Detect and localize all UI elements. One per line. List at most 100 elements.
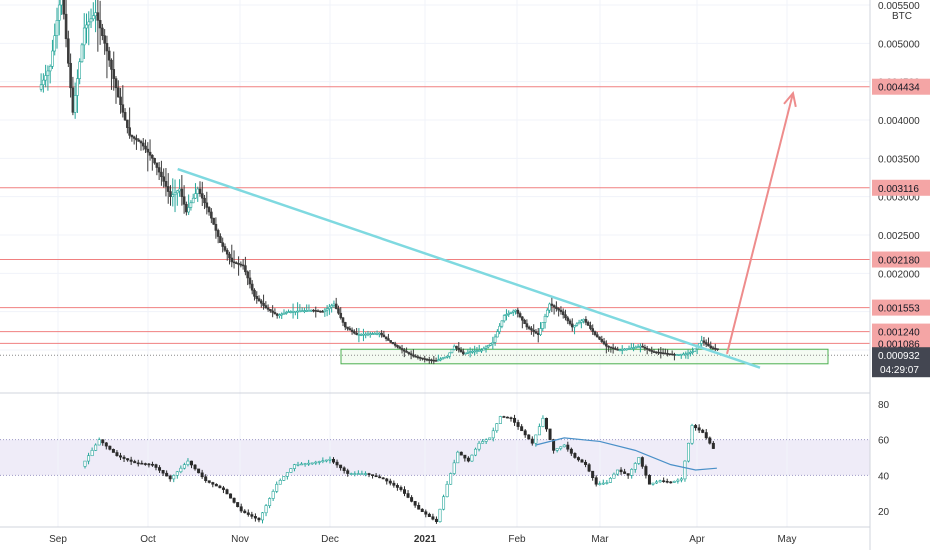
rsi-candle-body bbox=[594, 477, 598, 485]
candle-body bbox=[686, 352, 690, 355]
candle-body bbox=[105, 43, 109, 52]
candle-body bbox=[148, 151, 152, 156]
candle-body bbox=[498, 325, 501, 332]
rsi-candle-body bbox=[552, 439, 556, 451]
candle-body bbox=[502, 315, 506, 322]
rsi-candle-body bbox=[246, 512, 250, 515]
candle-body bbox=[57, 4, 61, 21]
candle-body bbox=[359, 334, 363, 336]
rsi-candle-body bbox=[470, 454, 474, 462]
candle-body bbox=[291, 311, 295, 313]
candle-body bbox=[241, 264, 245, 267]
rsi-candle-body bbox=[509, 417, 513, 419]
countdown-text: 04:29:07 bbox=[880, 365, 919, 376]
candle-body bbox=[375, 332, 379, 335]
candle-body bbox=[160, 171, 163, 178]
candle-body bbox=[648, 349, 651, 351]
candle-body bbox=[323, 309, 327, 312]
rsi-candle-body bbox=[548, 428, 552, 440]
candle-body bbox=[371, 333, 374, 335]
candle-body bbox=[546, 309, 549, 317]
rsi-candle-body bbox=[108, 445, 112, 450]
rsi-candle-body bbox=[253, 516, 257, 519]
candle-body bbox=[121, 104, 125, 113]
candle-body bbox=[452, 345, 456, 350]
rsi-candle-body bbox=[505, 416, 509, 419]
candle-body bbox=[130, 135, 134, 138]
candle-body bbox=[611, 347, 615, 350]
candle-body bbox=[246, 271, 249, 279]
candle-body bbox=[250, 283, 254, 291]
time-axis[interactable]: Sep Oct Nov Dec 2021 Feb Mar Apr May bbox=[49, 534, 796, 545]
rsi-candle-body bbox=[292, 464, 296, 469]
rsi-candle-body bbox=[520, 426, 524, 432]
candle-body bbox=[425, 358, 429, 361]
candle-body bbox=[625, 348, 629, 351]
candle-body bbox=[384, 336, 388, 339]
candle-body bbox=[605, 343, 608, 347]
rsi-candle-body bbox=[321, 460, 325, 463]
rsi-candle-body bbox=[190, 460, 194, 466]
rsi-candle-body bbox=[630, 469, 634, 476]
candle-body bbox=[110, 59, 113, 70]
candle-body bbox=[373, 333, 377, 335]
rsi-candle-body bbox=[623, 471, 627, 474]
candle-body bbox=[455, 345, 458, 349]
candle-body bbox=[589, 325, 592, 329]
candle-body bbox=[228, 253, 231, 259]
candle-body bbox=[666, 353, 669, 355]
rsi-candle-body bbox=[204, 476, 208, 481]
candle-body bbox=[441, 357, 445, 360]
candle-body bbox=[259, 300, 263, 304]
candle-body bbox=[491, 342, 495, 345]
candle-body bbox=[196, 188, 200, 194]
rsi-candle-body bbox=[154, 464, 158, 468]
candle-body bbox=[328, 306, 331, 309]
candle-body bbox=[112, 69, 116, 79]
candle-body bbox=[255, 296, 259, 299]
price-tick-label: 0.002000 bbox=[878, 269, 920, 280]
rsi-candle-body bbox=[268, 498, 272, 506]
rsi-candle-body bbox=[658, 480, 662, 483]
rsi-candle-body bbox=[300, 463, 304, 466]
rsi-candle-body bbox=[559, 446, 563, 449]
rsi-candle-body bbox=[119, 455, 123, 458]
candle-body bbox=[378, 332, 381, 335]
candle-body bbox=[527, 326, 531, 329]
rsi-candle-body bbox=[576, 457, 580, 461]
candle-body bbox=[71, 87, 75, 113]
candle-body bbox=[532, 329, 535, 332]
candle-body bbox=[269, 309, 272, 312]
candle-body bbox=[657, 351, 660, 354]
candle-body bbox=[187, 207, 190, 213]
rsi-candle-body bbox=[481, 441, 485, 444]
rsi-candle-body bbox=[466, 457, 470, 462]
candle-body bbox=[182, 196, 186, 205]
candle-body bbox=[654, 351, 658, 354]
rsi-candle-body bbox=[94, 444, 98, 451]
grid bbox=[0, 0, 870, 527]
level-tag-text: 0.002180 bbox=[878, 256, 920, 267]
candle-body bbox=[486, 345, 490, 348]
candle-body bbox=[348, 328, 352, 331]
candle-body bbox=[107, 50, 111, 61]
candle-body bbox=[194, 193, 197, 199]
candle-body bbox=[341, 317, 345, 323]
candle-body bbox=[462, 351, 465, 355]
time-tick-label: Apr bbox=[689, 534, 705, 545]
rsi-axis[interactable]: 80 60 40 20 bbox=[878, 400, 890, 518]
rsi-candle-body bbox=[534, 434, 538, 444]
rsi-candle-body bbox=[491, 430, 495, 439]
rsi-candle-body bbox=[214, 483, 218, 487]
rsi-candle-body bbox=[683, 460, 687, 480]
candle-body bbox=[330, 305, 333, 308]
candle-body bbox=[709, 345, 713, 349]
candle-body bbox=[475, 350, 479, 352]
candle-body bbox=[389, 340, 392, 343]
candle-body bbox=[595, 334, 599, 338]
rsi-candle-body bbox=[395, 485, 399, 488]
rsi-candle-body bbox=[686, 442, 690, 462]
rsi-candle-body bbox=[250, 514, 254, 517]
candle-body bbox=[493, 336, 497, 343]
